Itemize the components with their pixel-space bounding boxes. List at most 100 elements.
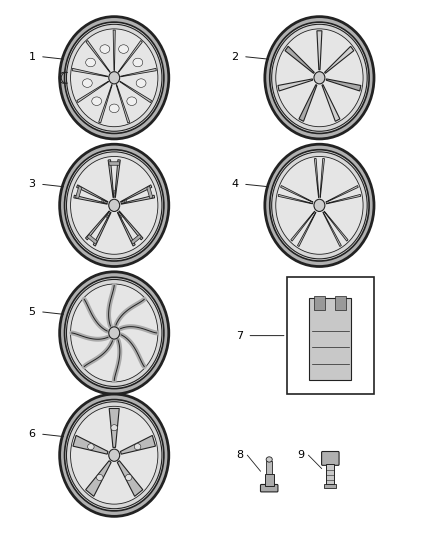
Ellipse shape — [88, 443, 94, 450]
Ellipse shape — [106, 215, 108, 217]
Polygon shape — [323, 212, 341, 246]
Ellipse shape — [314, 71, 325, 84]
Ellipse shape — [60, 17, 169, 139]
Ellipse shape — [119, 45, 128, 53]
Ellipse shape — [102, 200, 104, 203]
Ellipse shape — [124, 200, 127, 203]
Text: 9: 9 — [297, 450, 304, 460]
Ellipse shape — [134, 443, 141, 450]
Ellipse shape — [136, 79, 146, 87]
Polygon shape — [281, 185, 313, 203]
Polygon shape — [326, 195, 360, 204]
Ellipse shape — [64, 150, 164, 261]
Polygon shape — [320, 158, 325, 198]
Ellipse shape — [266, 457, 272, 462]
Polygon shape — [93, 212, 111, 246]
Ellipse shape — [276, 157, 363, 254]
Polygon shape — [314, 158, 319, 198]
Ellipse shape — [71, 29, 158, 127]
Ellipse shape — [71, 284, 158, 382]
Polygon shape — [73, 435, 108, 454]
Ellipse shape — [67, 402, 162, 508]
Polygon shape — [324, 211, 348, 241]
Polygon shape — [147, 186, 153, 198]
Text: 5: 5 — [28, 306, 35, 317]
Polygon shape — [99, 85, 112, 123]
Text: 6: 6 — [28, 429, 35, 439]
Ellipse shape — [60, 394, 169, 516]
Polygon shape — [317, 31, 322, 70]
Ellipse shape — [109, 71, 120, 84]
Ellipse shape — [64, 22, 164, 133]
Text: 4: 4 — [232, 179, 239, 189]
Ellipse shape — [272, 152, 367, 259]
Bar — [314, 296, 325, 310]
FancyBboxPatch shape — [321, 451, 339, 465]
Ellipse shape — [111, 425, 117, 431]
Polygon shape — [85, 461, 111, 496]
Polygon shape — [297, 212, 316, 246]
Polygon shape — [109, 408, 119, 447]
Ellipse shape — [270, 22, 369, 133]
Ellipse shape — [71, 157, 158, 254]
Polygon shape — [115, 160, 120, 198]
Polygon shape — [278, 195, 313, 204]
Bar — [326, 464, 334, 486]
Ellipse shape — [110, 104, 119, 112]
Polygon shape — [291, 211, 315, 241]
Polygon shape — [77, 81, 109, 103]
Ellipse shape — [125, 474, 132, 481]
Polygon shape — [85, 211, 110, 240]
Polygon shape — [117, 212, 135, 246]
Polygon shape — [131, 235, 141, 244]
Polygon shape — [75, 186, 82, 198]
Ellipse shape — [276, 29, 363, 127]
Text: 7: 7 — [236, 330, 243, 341]
Ellipse shape — [60, 144, 169, 266]
Polygon shape — [325, 46, 354, 74]
Bar — [287, 277, 374, 394]
Ellipse shape — [109, 449, 120, 462]
Polygon shape — [326, 185, 358, 203]
Polygon shape — [108, 160, 114, 198]
Ellipse shape — [100, 45, 110, 53]
Ellipse shape — [82, 79, 92, 87]
Ellipse shape — [133, 58, 143, 67]
Ellipse shape — [265, 144, 374, 266]
Polygon shape — [119, 211, 143, 240]
Polygon shape — [118, 41, 142, 72]
Text: 8: 8 — [236, 450, 243, 460]
Ellipse shape — [120, 215, 122, 217]
Text: 3: 3 — [28, 179, 35, 189]
Polygon shape — [299, 85, 317, 122]
Ellipse shape — [64, 277, 164, 389]
Ellipse shape — [127, 97, 137, 106]
Bar — [324, 484, 336, 488]
Ellipse shape — [109, 199, 120, 212]
Ellipse shape — [64, 400, 164, 511]
Polygon shape — [121, 195, 155, 204]
Ellipse shape — [265, 17, 374, 139]
Ellipse shape — [67, 25, 162, 131]
Polygon shape — [74, 195, 107, 204]
Polygon shape — [117, 461, 143, 496]
Polygon shape — [109, 162, 120, 165]
Ellipse shape — [67, 152, 162, 259]
Text: 1: 1 — [28, 52, 35, 61]
Polygon shape — [113, 30, 115, 70]
Ellipse shape — [60, 272, 169, 394]
Bar — [309, 298, 351, 380]
Polygon shape — [77, 185, 108, 203]
Ellipse shape — [113, 191, 115, 193]
Ellipse shape — [272, 25, 367, 131]
Polygon shape — [116, 85, 130, 123]
Polygon shape — [120, 68, 156, 77]
Polygon shape — [120, 185, 152, 203]
Ellipse shape — [109, 327, 120, 339]
Ellipse shape — [314, 199, 325, 212]
Bar — [335, 296, 346, 310]
Polygon shape — [278, 79, 313, 91]
Polygon shape — [326, 79, 361, 91]
Polygon shape — [72, 68, 108, 77]
Polygon shape — [120, 435, 155, 454]
